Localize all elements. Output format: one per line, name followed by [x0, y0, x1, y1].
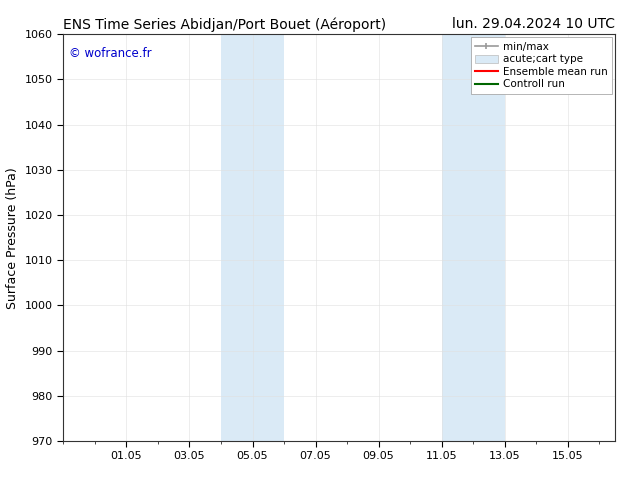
Bar	[221, 34, 284, 441]
Legend: min/max, acute;cart type, Ensemble mean run, Controll run: min/max, acute;cart type, Ensemble mean …	[470, 37, 612, 94]
Text: ENS Time Series Abidjan/Port Bouet (Aéroport): ENS Time Series Abidjan/Port Bouet (Aéro…	[63, 17, 387, 32]
Text: © wofrance.fr: © wofrance.fr	[69, 47, 152, 59]
Text: lun. 29.04.2024 10 UTC: lun. 29.04.2024 10 UTC	[452, 17, 615, 31]
Title: ENS Time Series Abidjan/Port Bouet (Aéroport)      lun. 29.04.2024 10 UTC: ENS Time Series Abidjan/Port Bouet (Aéro…	[0, 489, 1, 490]
Y-axis label: Surface Pressure (hPa): Surface Pressure (hPa)	[6, 167, 19, 309]
Bar	[442, 34, 505, 441]
